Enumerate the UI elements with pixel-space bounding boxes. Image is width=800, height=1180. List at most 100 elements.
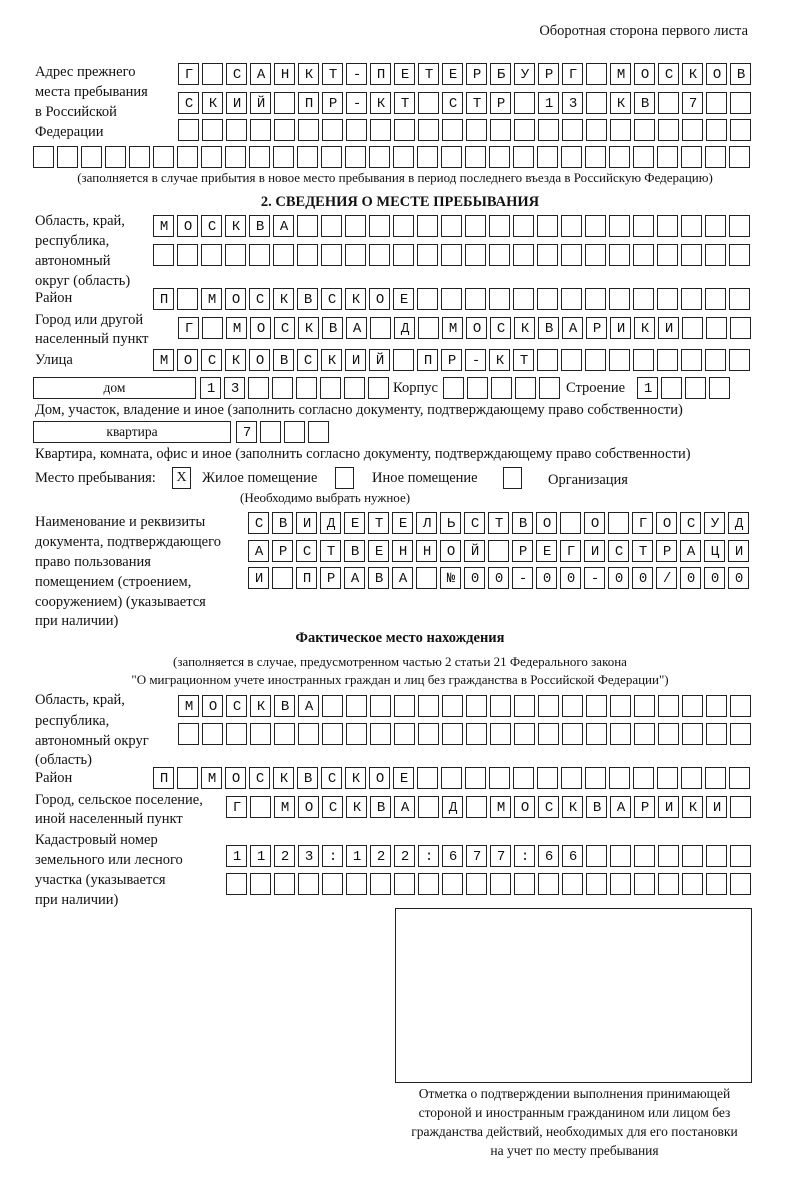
char-cell[interactable] <box>416 567 437 589</box>
char-cell[interactable] <box>394 845 415 867</box>
char-cell[interactable] <box>298 119 319 141</box>
char-cell[interactable] <box>466 317 487 339</box>
char-cell[interactable] <box>200 377 221 399</box>
char-cell[interactable] <box>680 512 701 534</box>
char-cell[interactable] <box>656 512 677 534</box>
char-cell[interactable] <box>441 767 462 789</box>
char-cell[interactable] <box>730 873 751 895</box>
char-cell[interactable] <box>586 695 607 717</box>
char-cell[interactable] <box>298 873 319 895</box>
char-cell[interactable] <box>250 873 271 895</box>
char-cell[interactable] <box>346 723 367 745</box>
char-cell[interactable] <box>730 63 751 85</box>
char-cell[interactable] <box>370 119 391 141</box>
char-cell[interactable] <box>489 146 510 168</box>
char-cell[interactable] <box>442 845 463 867</box>
char-cell[interactable] <box>464 512 485 534</box>
char-cell[interactable] <box>682 317 703 339</box>
char-cell[interactable] <box>536 540 557 562</box>
char-cell[interactable] <box>248 540 269 562</box>
char-cell[interactable] <box>634 92 655 114</box>
char-cell[interactable] <box>586 796 607 818</box>
char-cell[interactable] <box>393 215 414 237</box>
char-cell[interactable] <box>465 215 486 237</box>
char-cell[interactable] <box>201 146 222 168</box>
char-cell[interactable] <box>466 723 487 745</box>
char-cell[interactable] <box>466 796 487 818</box>
char-cell[interactable] <box>297 146 318 168</box>
char-cell[interactable] <box>418 92 439 114</box>
char-cell[interactable] <box>730 119 751 141</box>
char-cell[interactable] <box>321 288 342 310</box>
char-cell[interactable] <box>440 540 461 562</box>
char-cell[interactable] <box>658 63 679 85</box>
char-cell[interactable] <box>129 146 150 168</box>
char-cell[interactable] <box>514 723 535 745</box>
char-cell[interactable] <box>706 92 727 114</box>
char-cell[interactable] <box>584 512 605 534</box>
char-cell[interactable] <box>658 845 679 867</box>
char-cell[interactable] <box>418 317 439 339</box>
char-cell[interactable] <box>632 567 653 589</box>
char-cell[interactable] <box>225 767 246 789</box>
char-cell[interactable] <box>250 63 271 85</box>
char-cell[interactable] <box>274 796 295 818</box>
char-cell[interactable] <box>538 723 559 745</box>
char-cell[interactable] <box>320 377 341 399</box>
char-cell[interactable] <box>153 349 174 371</box>
char-cell[interactable] <box>178 723 199 745</box>
char-cell[interactable] <box>322 723 343 745</box>
char-cell[interactable] <box>538 119 559 141</box>
char-cell[interactable] <box>682 723 703 745</box>
char-cell[interactable] <box>680 567 701 589</box>
char-cell[interactable] <box>562 723 583 745</box>
char-cell[interactable] <box>490 723 511 745</box>
char-cell[interactable] <box>273 244 294 266</box>
char-cell[interactable] <box>249 146 270 168</box>
char-cell[interactable] <box>728 512 749 534</box>
char-cell[interactable] <box>657 215 678 237</box>
char-cell[interactable] <box>609 215 630 237</box>
char-cell[interactable] <box>153 215 174 237</box>
char-cell[interactable] <box>706 796 727 818</box>
char-cell[interactable] <box>705 349 726 371</box>
char-cell[interactable] <box>225 244 246 266</box>
char-cell[interactable] <box>284 421 305 443</box>
char-cell[interactable] <box>298 845 319 867</box>
char-cell[interactable] <box>393 288 414 310</box>
char-cell[interactable] <box>344 567 365 589</box>
char-cell[interactable] <box>417 244 438 266</box>
char-cell[interactable] <box>392 540 413 562</box>
char-cell[interactable] <box>273 288 294 310</box>
char-cell[interactable] <box>634 845 655 867</box>
char-cell[interactable] <box>322 845 343 867</box>
char-cell[interactable] <box>226 723 247 745</box>
char-cell[interactable] <box>178 63 199 85</box>
char-cell[interactable] <box>344 512 365 534</box>
char-cell[interactable] <box>394 92 415 114</box>
char-cell[interactable] <box>637 377 658 399</box>
char-cell[interactable] <box>561 767 582 789</box>
char-cell[interactable] <box>442 873 463 895</box>
char-cell[interactable] <box>308 421 329 443</box>
char-cell[interactable] <box>585 215 606 237</box>
char-cell[interactable] <box>273 215 294 237</box>
char-cell[interactable] <box>682 796 703 818</box>
char-cell[interactable] <box>538 845 559 867</box>
char-cell[interactable] <box>536 512 557 534</box>
char-cell[interactable] <box>608 567 629 589</box>
char-cell[interactable] <box>394 796 415 818</box>
char-cell[interactable] <box>466 845 487 867</box>
char-cell[interactable] <box>346 796 367 818</box>
char-cell[interactable] <box>346 317 367 339</box>
char-cell[interactable] <box>537 288 558 310</box>
char-cell[interactable] <box>226 63 247 85</box>
char-cell[interactable] <box>464 567 485 589</box>
char-cell[interactable] <box>370 873 391 895</box>
char-cell[interactable] <box>296 540 317 562</box>
char-cell[interactable] <box>370 92 391 114</box>
char-cell[interactable] <box>250 695 271 717</box>
char-cell[interactable] <box>178 695 199 717</box>
char-cell[interactable] <box>514 119 535 141</box>
char-cell[interactable] <box>250 317 271 339</box>
